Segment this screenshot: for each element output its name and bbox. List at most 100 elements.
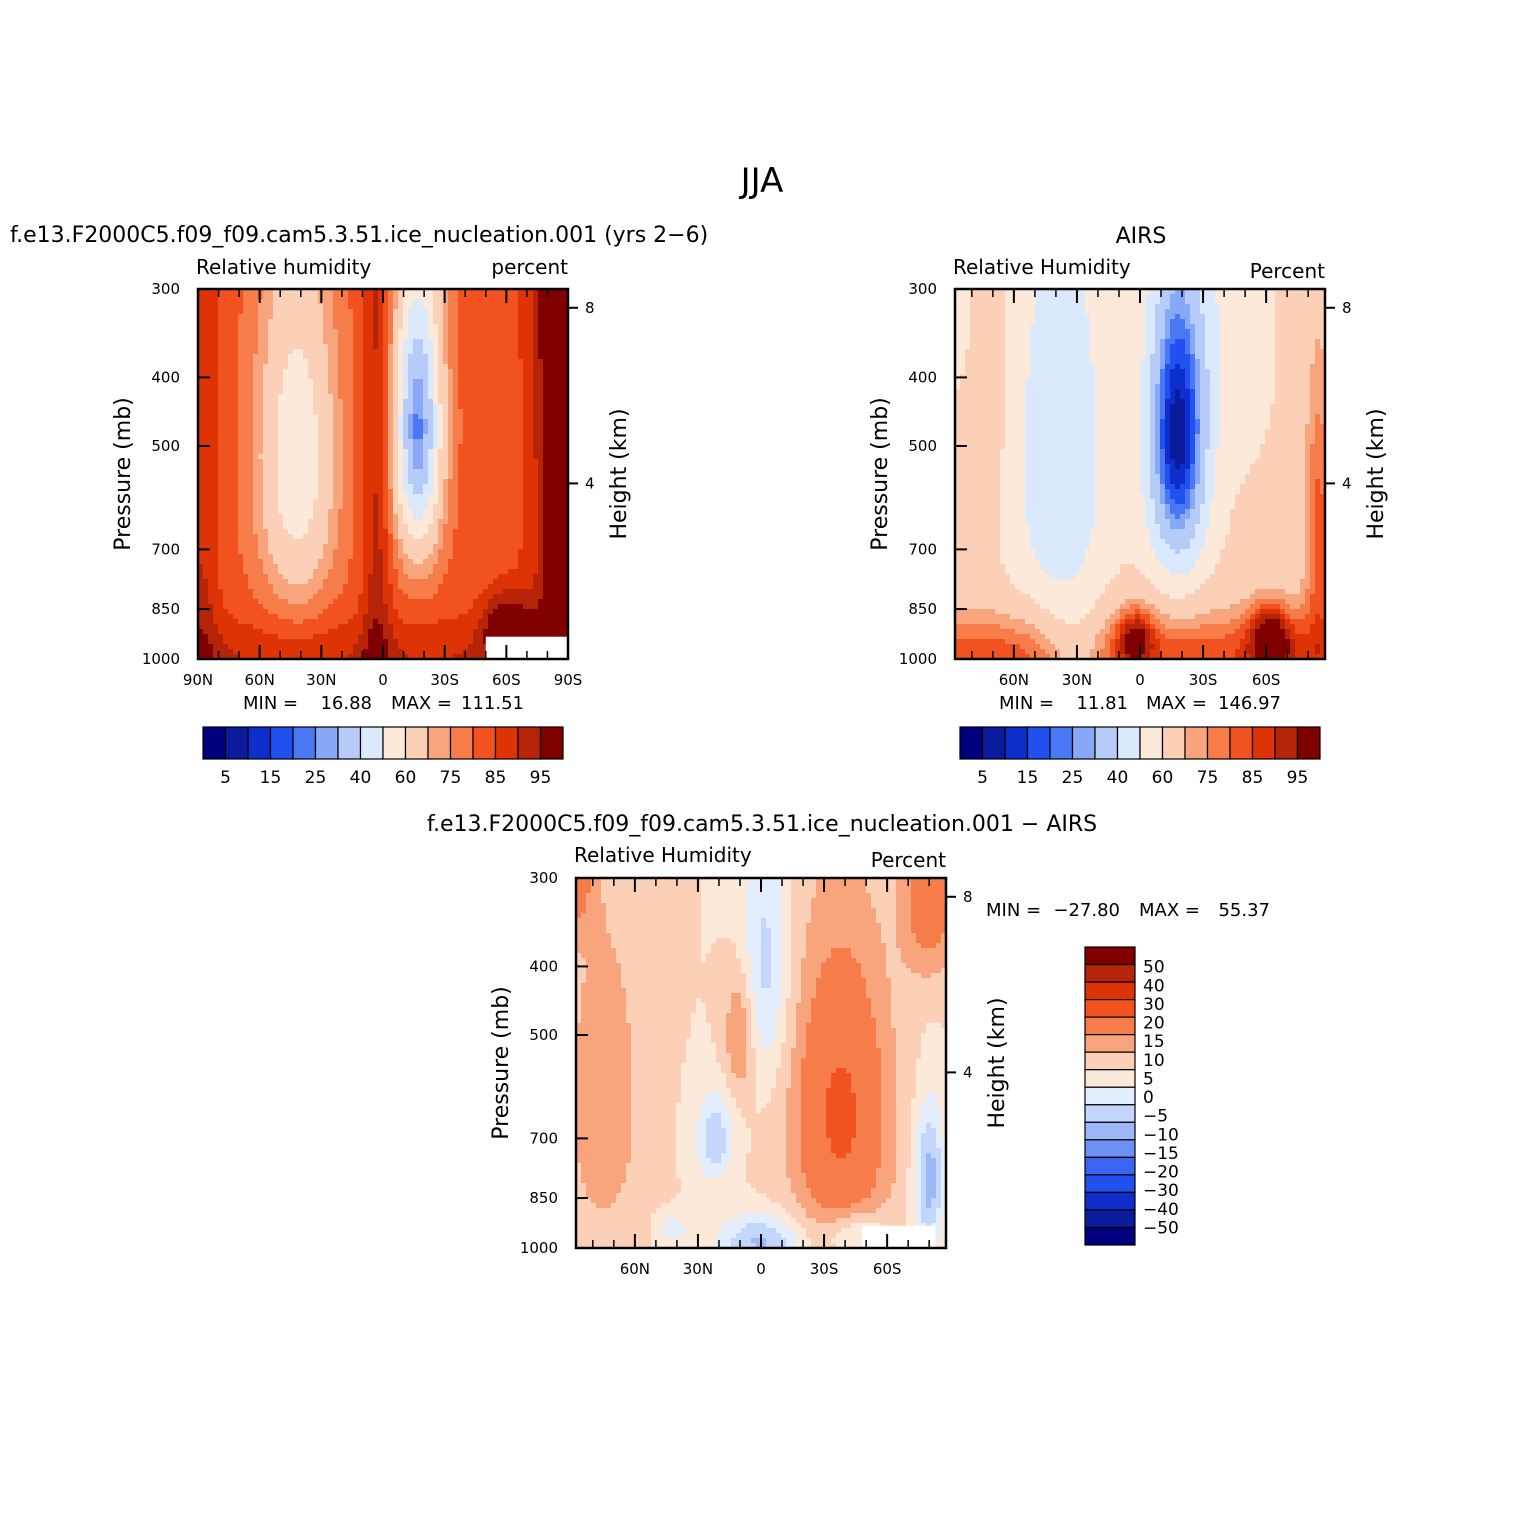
heatmap-cell xyxy=(383,359,389,365)
heatmap-cell xyxy=(253,504,259,510)
heatmap-cell xyxy=(328,399,334,405)
heatmap-cell xyxy=(503,614,509,620)
heatmap-cell xyxy=(373,609,379,615)
heatmap-cell xyxy=(333,534,339,540)
heatmap-cell xyxy=(468,569,474,575)
heatmap-cell xyxy=(338,619,344,625)
heatmap-cell xyxy=(428,444,434,450)
heatmap-cell xyxy=(293,509,299,515)
heatmap-cell xyxy=(433,544,439,550)
heatmap-cell xyxy=(493,489,499,495)
heatmap-cell xyxy=(368,474,374,480)
heatmap-cell xyxy=(293,529,299,535)
heatmap-cell xyxy=(333,419,339,425)
heatmap-cell xyxy=(328,339,334,345)
heatmap-cell xyxy=(333,509,339,515)
heatmap-cell xyxy=(258,599,264,605)
heatmap-cell xyxy=(558,539,564,545)
heatmap-cell xyxy=(328,384,334,390)
heatmap-cell xyxy=(363,414,369,420)
heatmap-cell xyxy=(278,529,284,535)
heatmap-cell xyxy=(473,504,479,510)
heatmap-cell xyxy=(448,449,454,455)
heatmap-cell xyxy=(263,404,269,410)
heatmap-cell xyxy=(548,399,554,405)
heatmap-cell xyxy=(273,319,279,325)
heatmap-cell xyxy=(353,589,359,595)
heatmap-cell xyxy=(518,319,524,325)
heatmap-cell xyxy=(308,569,314,575)
heatmap-cell xyxy=(403,439,409,445)
heatmap-cell xyxy=(528,544,534,550)
heatmap-cell xyxy=(248,374,254,380)
heatmap-cell xyxy=(363,334,369,340)
heatmap-cell xyxy=(213,299,219,305)
heatmap-cell xyxy=(248,444,254,450)
heatmap-cell xyxy=(208,509,214,515)
heatmap-cell xyxy=(298,399,304,405)
heatmap-cell xyxy=(443,559,449,565)
heatmap-cell xyxy=(513,294,519,300)
heatmap-cell xyxy=(313,614,319,620)
heatmap-cell xyxy=(298,524,304,530)
heatmap-cell xyxy=(478,439,484,445)
heatmap-cell xyxy=(533,389,539,395)
heatmap-cell xyxy=(198,354,204,360)
heatmap-cell xyxy=(323,564,329,570)
heatmap-cell xyxy=(198,604,204,610)
heatmap-cell xyxy=(543,534,549,540)
heatmap-cell xyxy=(268,434,274,440)
heatmap-cell xyxy=(238,424,244,430)
heatmap-cell xyxy=(273,504,279,510)
heatmap-cell xyxy=(388,579,394,585)
heatmap-cell xyxy=(263,509,269,515)
heatmap-cell xyxy=(278,459,284,465)
heatmap-cell xyxy=(203,484,209,490)
heatmap-cell xyxy=(438,564,444,570)
heatmap-cell xyxy=(513,534,519,540)
heatmap-cell xyxy=(503,514,509,520)
heatmap-cell xyxy=(258,319,264,325)
heatmap-cell xyxy=(333,539,339,545)
heatmap-cell xyxy=(223,489,229,495)
heatmap-cell xyxy=(393,344,399,350)
heatmap-cell xyxy=(358,529,364,535)
heatmap-cell xyxy=(253,584,259,590)
heatmap-cell xyxy=(258,479,264,485)
heatmap-cell xyxy=(203,464,209,470)
heatmap-cell xyxy=(438,389,444,395)
heatmap-cell xyxy=(533,349,539,355)
heatmap-cell xyxy=(308,624,314,630)
heatmap-cell xyxy=(303,544,309,550)
heatmap-cell xyxy=(308,364,314,370)
heatmap-cell xyxy=(288,424,294,430)
heatmap-cell xyxy=(433,559,439,565)
heatmap-cell xyxy=(363,519,369,525)
heatmap-cell xyxy=(253,309,259,315)
heatmap-cell xyxy=(293,404,299,410)
heatmap-cell xyxy=(373,484,379,490)
heatmap-cell xyxy=(288,619,294,625)
heatmap-cell xyxy=(353,359,359,365)
heatmap-cell xyxy=(318,529,324,535)
heatmap-cell xyxy=(293,379,299,385)
heatmap-cell xyxy=(553,609,559,615)
heatmap-cell xyxy=(493,309,499,315)
heatmap-cell xyxy=(198,349,204,355)
heatmap-cell xyxy=(253,289,259,295)
heatmap-cell xyxy=(203,514,209,520)
heatmap-cell xyxy=(423,399,429,405)
heatmap-cell xyxy=(343,544,349,550)
heatmap-cell xyxy=(288,544,294,550)
heatmap-cell xyxy=(218,414,224,420)
heatmap-cell xyxy=(423,514,429,520)
heatmap-cell xyxy=(423,389,429,395)
heatmap-cell xyxy=(208,499,214,505)
heatmap-cell xyxy=(453,549,459,555)
heatmap-cell xyxy=(333,304,339,310)
heatmap-cell xyxy=(238,604,244,610)
heatmap-cell xyxy=(503,409,509,415)
heatmap-cell xyxy=(298,354,304,360)
heatmap-cell xyxy=(513,574,519,580)
heatmap-cell xyxy=(483,504,489,510)
